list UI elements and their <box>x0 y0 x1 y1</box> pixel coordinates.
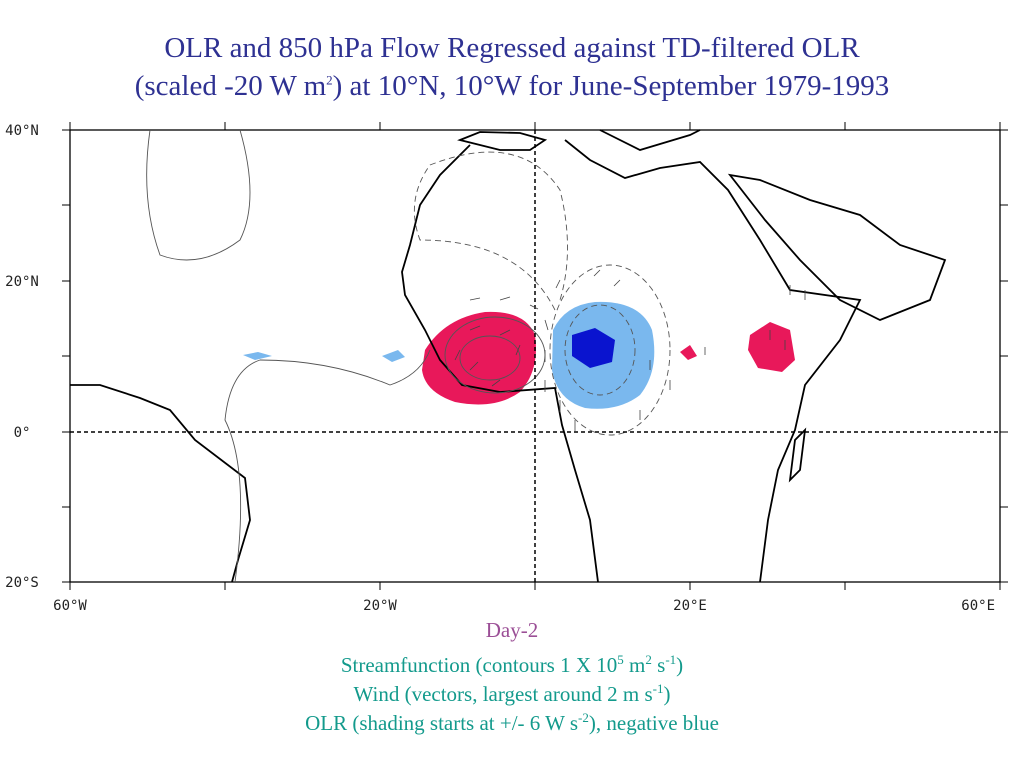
lat-labels: 40°N 20°N 0° 20°S <box>5 123 39 591</box>
map: 40°N 20°N 0° 20°S 60°W 20°W 20°E 60°E <box>5 122 1008 614</box>
text-segment: ) <box>663 682 671 706</box>
day-label: Day-2 <box>485 618 539 642</box>
text-segment: s <box>651 653 666 677</box>
axis-label: 20°S <box>5 575 39 591</box>
axis-label: 20°E <box>673 598 707 614</box>
superscript: 2 <box>326 72 333 88</box>
text-segment: ) at 10°N, 10°W for June-September 1979-… <box>332 70 890 102</box>
text-segment: m <box>623 653 646 677</box>
text-segment: Streamfunction (contours 1 X 10 <box>340 653 618 677</box>
wind-vectors <box>454 269 806 432</box>
ticks <box>62 122 1008 590</box>
superscript: -2 <box>578 710 589 725</box>
axis-label: 20°W <box>363 598 397 614</box>
text-segment: (scaled -20 W m <box>134 70 327 102</box>
lon-labels: 60°W 20°W 20°E 60°E <box>53 598 995 614</box>
superscript: -1 <box>665 652 677 667</box>
text-segment: ) <box>676 653 684 677</box>
superscript: 5 <box>617 652 624 667</box>
olr-shading <box>243 301 795 409</box>
caption-line: Wind (vectors, largest around 2 m s-1) <box>0 681 1024 708</box>
text-segment: Wind (vectors, largest around 2 m s <box>353 682 653 706</box>
reference-lines <box>70 130 1000 582</box>
caption-line: OLR (shading starts at +/- 6 W s-2), neg… <box>0 710 1024 737</box>
axis-label: 40°N <box>5 123 39 139</box>
superscript: 2 <box>645 652 652 667</box>
superscript: -1 <box>652 681 664 696</box>
axis-label: 60°W <box>53 598 87 614</box>
title-line-2: (scaled -20 W m2) at 10°N, 10°W for June… <box>0 68 1024 104</box>
title-line-1: OLR and 850 hPa Flow Regressed against T… <box>164 32 860 64</box>
text-segment: OLR (shading starts at +/- 6 W s <box>305 711 579 735</box>
axis-label: 20°N <box>5 274 39 290</box>
caption-line: Streamfunction (contours 1 X 105 m2 s-1) <box>0 652 1024 679</box>
axis-label: 0° <box>14 425 31 441</box>
text-segment: ), negative blue <box>588 711 719 735</box>
axis-label: 60°E <box>961 598 995 614</box>
